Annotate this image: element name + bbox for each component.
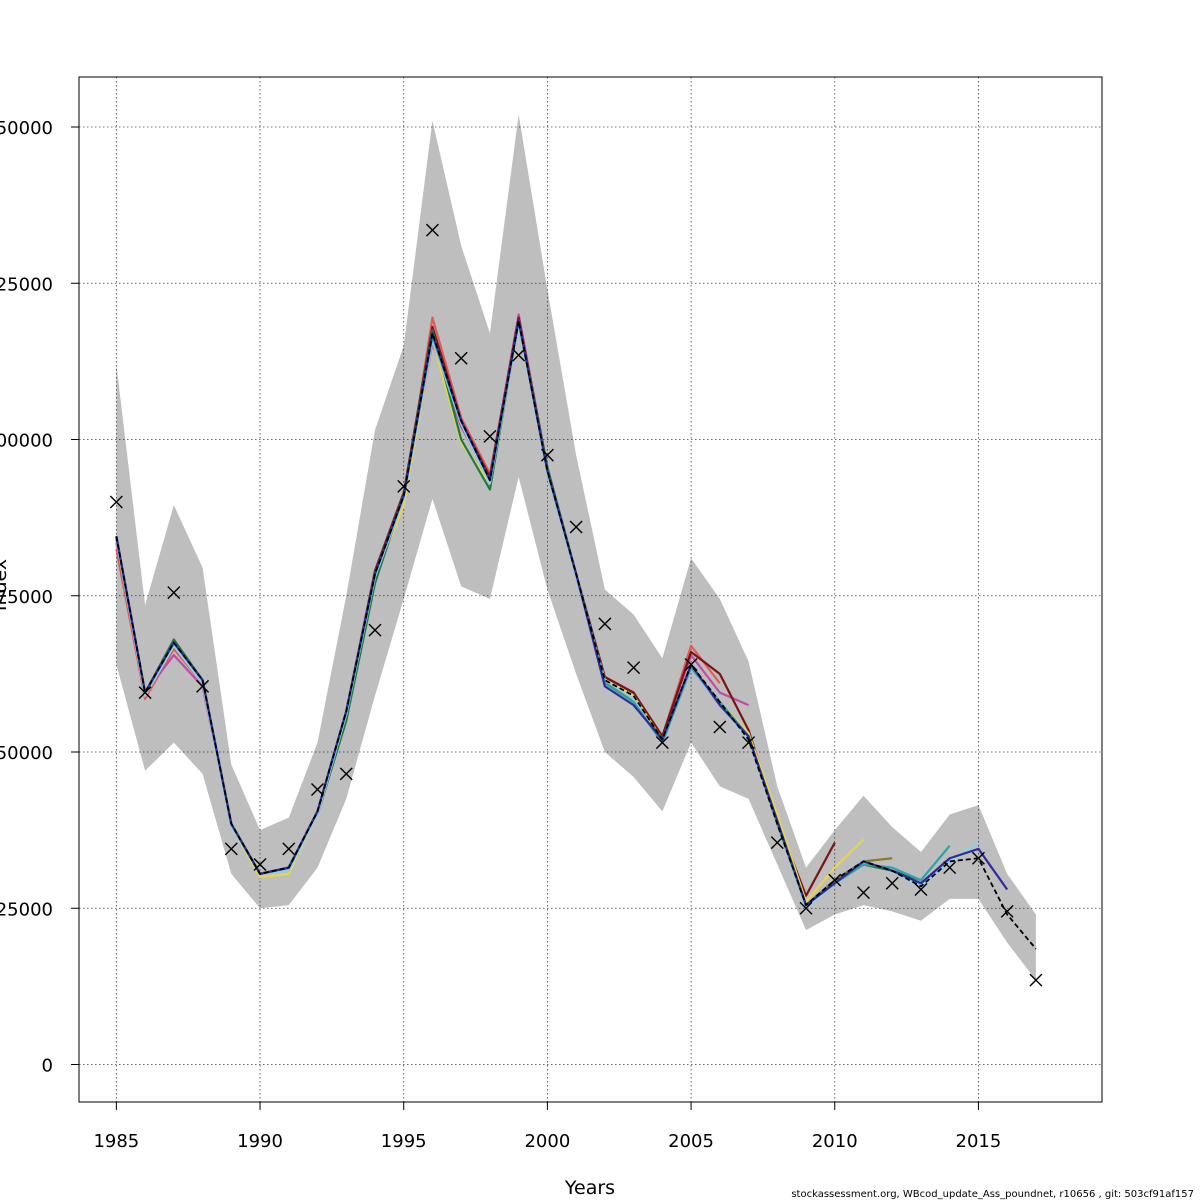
observation-marker-1989 bbox=[224, 842, 238, 856]
observation-marker-2016 bbox=[1000, 904, 1014, 918]
observation-marker-2004 bbox=[655, 736, 669, 750]
observation-marker-2005 bbox=[684, 658, 698, 671]
y-tick-label-150000: 150000 bbox=[0, 118, 53, 139]
observation-marker-1999 bbox=[512, 348, 526, 362]
x-tick-label-2015: 2015 bbox=[956, 1131, 1002, 1152]
observation-marker-2008 bbox=[770, 836, 784, 850]
observation-marker-1990 bbox=[253, 858, 267, 871]
x-tick-label-1985: 1985 bbox=[93, 1131, 139, 1152]
observation-markers-layer bbox=[109, 223, 1043, 987]
series-line-final-estimate bbox=[115, 319, 1037, 950]
observation-marker-1991 bbox=[282, 842, 296, 856]
observation-marker-2003 bbox=[627, 661, 641, 675]
y-tick-label-50000: 50000 bbox=[0, 743, 53, 764]
observation-marker-1995 bbox=[397, 479, 411, 493]
observation-marker-1986 bbox=[138, 686, 152, 700]
observation-marker-2011 bbox=[856, 886, 870, 900]
x-tick-label-1990: 1990 bbox=[237, 1131, 283, 1152]
x-tick-label-2010: 2010 bbox=[812, 1131, 858, 1152]
y-axis-ticks: 0 25000 50000 75000 100000 125000 150000 bbox=[0, 118, 79, 1077]
observation-marker-1993 bbox=[339, 767, 353, 781]
grid-layer bbox=[79, 77, 1102, 1102]
observation-marker-2015 bbox=[971, 851, 985, 865]
observation-marker-1992 bbox=[311, 783, 325, 796]
observation-marker-1988 bbox=[196, 679, 210, 693]
x-axis-ticks: 1985 1990 1995 2000 2005 2010 2015 bbox=[93, 1102, 1001, 1152]
y-axis-title: Index bbox=[0, 559, 11, 611]
y-tick-label-100000: 100000 bbox=[0, 431, 53, 452]
x-axis-title: Years bbox=[564, 1177, 615, 1199]
observation-marker-2012 bbox=[885, 876, 899, 890]
observation-marker-2017 bbox=[1029, 973, 1043, 987]
observation-marker-2007 bbox=[742, 736, 756, 750]
observation-marker-2013 bbox=[914, 883, 928, 896]
observation-marker-2000 bbox=[540, 448, 554, 462]
footer-note: stockassessment.org, WBcod_update_Ass_po… bbox=[791, 1189, 1194, 1200]
observation-marker-1996 bbox=[425, 223, 439, 237]
observation-marker-1998 bbox=[483, 429, 497, 443]
observation-marker-1997 bbox=[454, 351, 468, 365]
observation-marker-2010 bbox=[828, 873, 842, 887]
observation-marker-1994 bbox=[368, 623, 382, 637]
x-tick-label-1995: 1995 bbox=[381, 1131, 427, 1152]
y-tick-label-125000: 125000 bbox=[0, 274, 53, 295]
x-tick-label-2005: 2005 bbox=[668, 1131, 714, 1152]
x-tick-label-2000: 2000 bbox=[524, 1131, 570, 1152]
observation-marker-2001 bbox=[569, 520, 583, 534]
plot-frame bbox=[78, 76, 1103, 1103]
y-tick-label-0: 0 bbox=[42, 1056, 53, 1077]
confidence-band-layer bbox=[116, 114, 1036, 981]
confidence-band bbox=[116, 114, 1036, 981]
observation-marker-2002 bbox=[598, 617, 612, 631]
observation-marker-2009 bbox=[799, 901, 813, 915]
observation-marker-2014 bbox=[943, 861, 957, 875]
observation-marker-1987 bbox=[167, 586, 181, 600]
observation-marker-1985 bbox=[109, 495, 123, 509]
y-tick-label-75000: 75000 bbox=[0, 587, 53, 608]
y-tick-label-25000: 25000 bbox=[0, 899, 53, 920]
series-layer bbox=[115, 313, 1037, 950]
observation-marker-2006 bbox=[713, 720, 727, 734]
